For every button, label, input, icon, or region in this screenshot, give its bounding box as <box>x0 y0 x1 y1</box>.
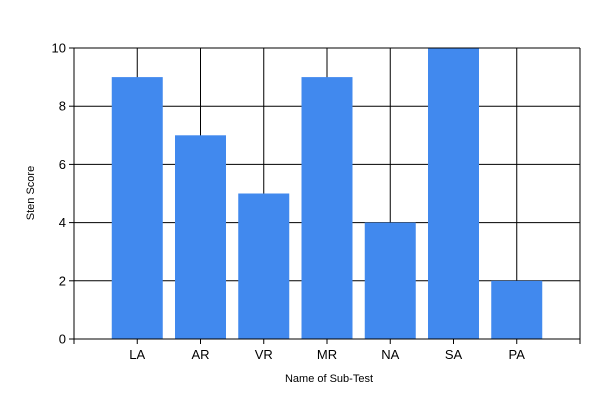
x-axis-title: Name of Sub-Test <box>285 373 373 385</box>
bar-pa <box>491 280 543 339</box>
bar-sa <box>428 48 479 339</box>
bar-ar <box>175 135 226 339</box>
ticks-layer: 0 2 4 6 8 10 LA AR VR MR NA SA PA <box>52 41 581 362</box>
bar-na <box>364 222 416 339</box>
x-tick-label: SA <box>445 347 463 362</box>
y-axis-title: Sten Score <box>25 166 37 220</box>
y-tick-label: 6 <box>59 157 66 172</box>
y-tick-label: 0 <box>59 332 66 347</box>
x-tick-label: MR <box>317 347 337 362</box>
bar-mr <box>301 77 353 339</box>
y-tick-label: 8 <box>59 99 66 114</box>
x-tick-label: LA <box>129 347 145 362</box>
y-tick-label: 4 <box>59 215 66 230</box>
x-tick-label: AR <box>191 347 209 362</box>
bars-layer <box>111 48 543 339</box>
x-tick-label: PA <box>509 347 526 362</box>
bar-la <box>111 77 163 339</box>
x-tick-label: VR <box>255 347 273 362</box>
y-tick-label: 10 <box>52 41 66 56</box>
y-tick-label: 2 <box>59 273 66 288</box>
bar-vr <box>238 193 290 339</box>
x-tick-label: NA <box>381 347 399 362</box>
